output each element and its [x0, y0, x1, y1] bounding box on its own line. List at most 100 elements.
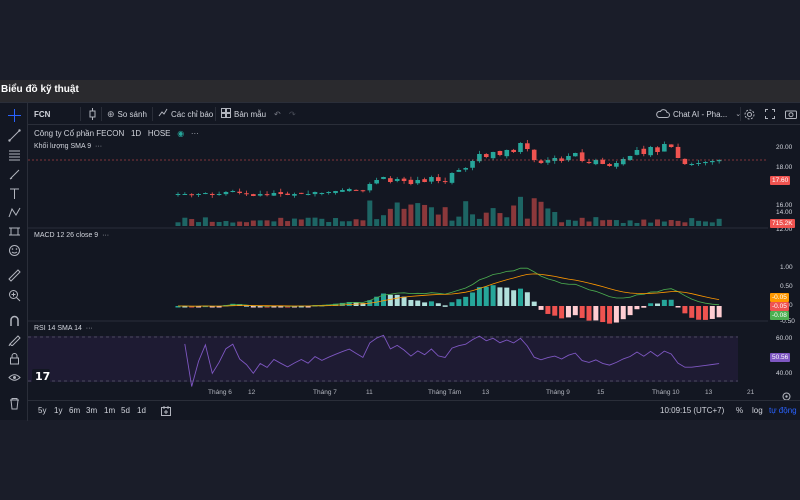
- compare-button[interactable]: ⊕ So sánh: [107, 108, 147, 120]
- auto-toggle[interactable]: tự động: [769, 406, 797, 415]
- volume-bar: [449, 220, 455, 226]
- lock-icon[interactable]: [7, 351, 21, 365]
- volume-bar: [497, 213, 503, 226]
- exchange-label: HOSE: [147, 129, 171, 138]
- macd-histogram-bar: [593, 306, 599, 321]
- macd-histogram-bar: [305, 306, 311, 308]
- macd-histogram-bar: [291, 306, 297, 308]
- macd-histogram-bar: [339, 302, 345, 306]
- volume-bar: [655, 219, 660, 226]
- fullscreen-icon[interactable]: [765, 108, 775, 120]
- more-icon[interactable]: ···: [95, 143, 103, 150]
- more-icon[interactable]: ···: [190, 129, 199, 138]
- candle: [579, 152, 585, 161]
- goto-date-icon[interactable]: [161, 406, 171, 418]
- undo-icon[interactable]: ↶: [274, 109, 281, 119]
- candle: [511, 149, 516, 152]
- macd-histogram-bar: [655, 303, 660, 306]
- lock-pencil-icon[interactable]: [7, 332, 21, 346]
- candle: [244, 193, 249, 195]
- range-1d[interactable]: 1d: [137, 406, 146, 415]
- macd-histogram-bar: [634, 306, 640, 310]
- trend-line-icon[interactable]: [7, 128, 21, 142]
- macd-histogram-bar: [504, 287, 510, 306]
- volume-bar: [223, 221, 229, 226]
- candle: [230, 191, 236, 192]
- volume-bar: [538, 201, 544, 226]
- drawing-toolbar: [0, 103, 28, 421]
- macd-histogram-bar: [463, 296, 469, 306]
- candle: [627, 156, 633, 161]
- candle: [525, 143, 530, 149]
- time-tick-label: 11: [366, 389, 373, 396]
- volume-bar: [216, 221, 222, 226]
- settings-icon[interactable]: [744, 108, 755, 120]
- macd-histogram-bar: [661, 299, 667, 306]
- volume-bar: [696, 220, 702, 226]
- more-icon[interactable]: ···: [85, 325, 93, 332]
- percent-toggle[interactable]: %: [736, 406, 744, 415]
- macd-histogram-bar: [381, 293, 386, 306]
- candle: [552, 158, 558, 161]
- plus-circle-icon: ⊕: [107, 108, 115, 119]
- volume-bar: [250, 220, 256, 226]
- log-toggle[interactable]: log: [752, 406, 763, 415]
- chat-ai-label: Chat AI - Pha...: [673, 109, 728, 119]
- signal-tag: -0.05: [770, 293, 789, 302]
- candle: [429, 177, 434, 182]
- candle: [237, 191, 242, 193]
- more-icon[interactable]: ···: [102, 232, 110, 239]
- range-1y[interactable]: 1y: [54, 406, 63, 415]
- range-1m[interactable]: 1m: [104, 406, 116, 415]
- volume-bar: [463, 201, 469, 226]
- volume-bar: [613, 220, 619, 226]
- templates-button[interactable]: Bản mẫu: [221, 108, 266, 120]
- volume-bar: [586, 221, 592, 226]
- magnet-icon[interactable]: [7, 313, 21, 327]
- time-tick-label: 21: [747, 389, 755, 396]
- candle: [463, 168, 468, 170]
- macd-histogram-bar: [435, 303, 441, 306]
- symbol-search[interactable]: FCN: [34, 109, 51, 119]
- candle: [175, 194, 181, 195]
- brush-icon[interactable]: [7, 167, 21, 181]
- range-6m[interactable]: 6m: [69, 406, 81, 415]
- candle-type-icon[interactable]: [88, 108, 97, 120]
- crosshair-icon[interactable]: [7, 108, 21, 122]
- range-3m[interactable]: 3m: [86, 406, 98, 415]
- clock-time[interactable]: 10:09:15 (UTC+7): [660, 406, 725, 415]
- chat-ai-button[interactable]: Chat AI - Pha... ⌄: [656, 108, 741, 120]
- ruler-icon[interactable]: [7, 268, 21, 282]
- range-5y[interactable]: 5y: [38, 406, 47, 415]
- macd-histogram-bar: [182, 306, 188, 308]
- time-tick-label: Tháng 6: [208, 389, 232, 396]
- camera-icon[interactable]: [785, 108, 797, 120]
- interval-label[interactable]: 1D: [130, 129, 142, 138]
- cloud-icon: [656, 108, 670, 120]
- range-5d[interactable]: 5d: [121, 406, 130, 415]
- pattern-icon[interactable]: [7, 205, 21, 219]
- macd-histogram-bar: [476, 287, 482, 306]
- candle: [216, 194, 222, 195]
- measure-icon[interactable]: [7, 224, 21, 238]
- volume-tag: 715.2K: [770, 219, 795, 228]
- trash-icon[interactable]: [7, 396, 21, 410]
- zoom-icon[interactable]: [7, 288, 21, 302]
- emoji-icon[interactable]: [7, 243, 21, 257]
- volume-bar: [209, 221, 215, 226]
- time-tick-label: Tháng 7: [313, 389, 337, 396]
- volume-bar: [271, 221, 277, 226]
- volume-bar: [634, 222, 640, 226]
- eye-icon[interactable]: [7, 370, 21, 384]
- redo-icon[interactable]: ↷: [289, 109, 296, 119]
- time-tick-label: 13: [705, 389, 713, 396]
- volume-bar: [298, 219, 304, 226]
- fib-icon[interactable]: [7, 148, 21, 162]
- candle: [271, 193, 277, 196]
- volume-bar: [367, 200, 373, 226]
- indicators-button[interactable]: Các chỉ báo: [158, 108, 213, 120]
- window-title: Biểu đồ kỹ thuật: [0, 80, 800, 102]
- chart-area[interactable]: 17 Công ty Cổ phần FECON 1D HOSE ◉ ··· K…: [28, 125, 795, 400]
- text-icon[interactable]: [7, 186, 21, 200]
- volume-bar: [456, 216, 462, 226]
